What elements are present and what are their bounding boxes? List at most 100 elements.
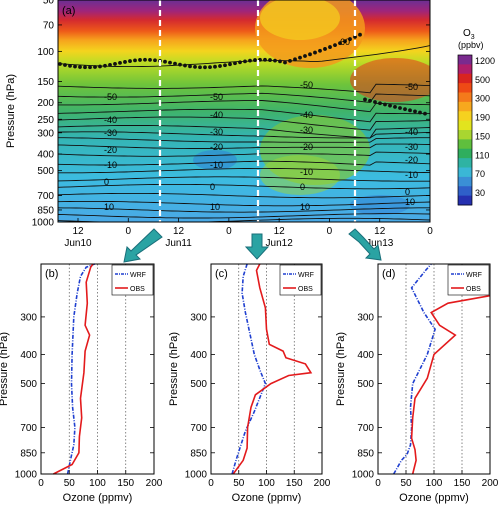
contour-label: -50 — [405, 82, 418, 92]
contour-label: 0 — [104, 177, 109, 187]
legend-label: OBS — [130, 286, 145, 293]
x-tick-label: 200 — [146, 478, 163, 489]
tropopause-dot — [308, 52, 312, 57]
tropopause-dot — [208, 65, 212, 70]
contour-line — [58, 137, 430, 143]
colorbar-swatch — [458, 148, 472, 159]
x-tick-label: 150 — [454, 478, 471, 489]
contour-label: -10 — [210, 160, 223, 170]
high-ozone-region — [350, 58, 430, 102]
tropopause-dot — [323, 47, 327, 51]
x-tick-label: 12 — [173, 226, 185, 237]
y-tick-label: 400 — [37, 150, 54, 161]
tropopause-dot — [293, 57, 297, 62]
x-tick-day-label: Jun12 — [266, 238, 294, 249]
y-tick-label: 1000 — [32, 218, 55, 229]
contour-line — [58, 131, 430, 139]
tropopause-dot — [348, 37, 352, 41]
x-axis-label: Ozone (ppmv) — [63, 492, 133, 504]
x-tick-label: 100 — [426, 478, 443, 489]
tropopause-dot — [218, 64, 222, 68]
y-tick-label: 700 — [20, 423, 37, 434]
y-tick-label: 400 — [357, 350, 374, 361]
contour-line — [58, 207, 430, 213]
colorbar-swatch — [458, 73, 472, 84]
y-tick-label: 100 — [37, 47, 54, 58]
colorbar-swatch — [458, 120, 472, 131]
x-tick-label: 0 — [226, 226, 232, 237]
arrow-to-panel-d — [348, 228, 382, 261]
tropopause-dot — [328, 45, 332, 49]
legend-box — [111, 264, 154, 296]
tropopause-dot — [243, 59, 247, 64]
tropopause-dot — [198, 65, 202, 70]
contour-label: -40 — [300, 110, 313, 120]
y-tick-label: 400 — [190, 350, 207, 361]
x-tick-day-label: Jun11 — [165, 238, 192, 249]
tropopause-dot — [408, 108, 412, 113]
y-tick-label: 400 — [20, 350, 37, 361]
y-tick-label: 250 — [37, 115, 54, 126]
tropopause-dot — [168, 60, 172, 65]
colorbar-swatch — [458, 158, 472, 168]
tropopause-dot — [253, 58, 257, 62]
tropopause-dot — [333, 43, 337, 48]
series-wrf-line — [393, 263, 436, 475]
colorbar-tick-label: 70 — [475, 169, 485, 179]
tropopause-dot — [343, 39, 347, 44]
contour-label: 60 — [340, 37, 350, 47]
tropopause-dot — [188, 64, 192, 69]
legend-label: WRF — [130, 272, 146, 279]
colorbar-swatch — [458, 130, 472, 140]
colorbar-title-main: O — [463, 28, 471, 39]
series-obs-line — [53, 263, 94, 475]
tropopause-dot — [378, 101, 382, 106]
x-tick-label: 50 — [64, 478, 76, 489]
tropopause-dot — [418, 110, 422, 115]
tropopause-dot — [193, 64, 197, 69]
tropopause-dot — [108, 62, 112, 67]
y-tick-label: 700 — [37, 191, 54, 202]
contour-line — [58, 217, 430, 222]
tropopause-dot — [203, 65, 207, 70]
arrows — [123, 228, 382, 263]
contour-line — [58, 200, 430, 207]
tropopause-dot — [363, 97, 367, 102]
arrow-to-panel-b — [123, 228, 163, 263]
x-tick-label: 50 — [400, 478, 412, 489]
contour-line — [58, 151, 430, 157]
tropopause-dot — [388, 103, 392, 108]
colorbar-swatch — [458, 195, 472, 206]
contour-label: -40 — [405, 127, 418, 137]
panel-label: (c) — [215, 268, 228, 280]
legend-label: WRF — [298, 272, 314, 279]
colorbar: 1200 500 300 190 150 110 70 30 — [457, 54, 495, 206]
tropopause-dot — [233, 61, 237, 66]
contour-label: -30 — [300, 125, 313, 135]
panel-label: (b) — [45, 268, 58, 280]
y-tick-label: 700 — [357, 423, 374, 434]
arrow-to-panel-c — [244, 233, 270, 260]
tropopause-dot — [373, 100, 377, 104]
tropopause-dot — [303, 54, 307, 58]
colorbar-tick-label: 300 — [475, 94, 490, 104]
tropopause-dot — [413, 109, 417, 114]
contour-label: -20 — [405, 155, 418, 165]
y-tick-label: 1000 — [15, 470, 38, 481]
colorbar-title-sub: 3 — [471, 34, 475, 41]
x-tick-label: 50 — [233, 478, 245, 489]
x-tick-label: 150 — [286, 478, 303, 489]
tropopause-dot — [248, 58, 252, 63]
contour-label: 10 — [300, 202, 310, 212]
legend-label: OBS — [466, 286, 481, 293]
y-tick-label: 300 — [37, 128, 54, 139]
contour-line — [58, 183, 430, 190]
contour-line — [58, 213, 430, 219]
contour-label: -50 — [210, 92, 223, 102]
tropopause-dot — [148, 57, 152, 62]
panel-a-frame — [57, 0, 431, 223]
colorbar-tick-label: 1200 — [475, 56, 495, 66]
colorbar-tick-label: 190 — [475, 113, 490, 123]
contour-label: 10 — [210, 202, 220, 212]
